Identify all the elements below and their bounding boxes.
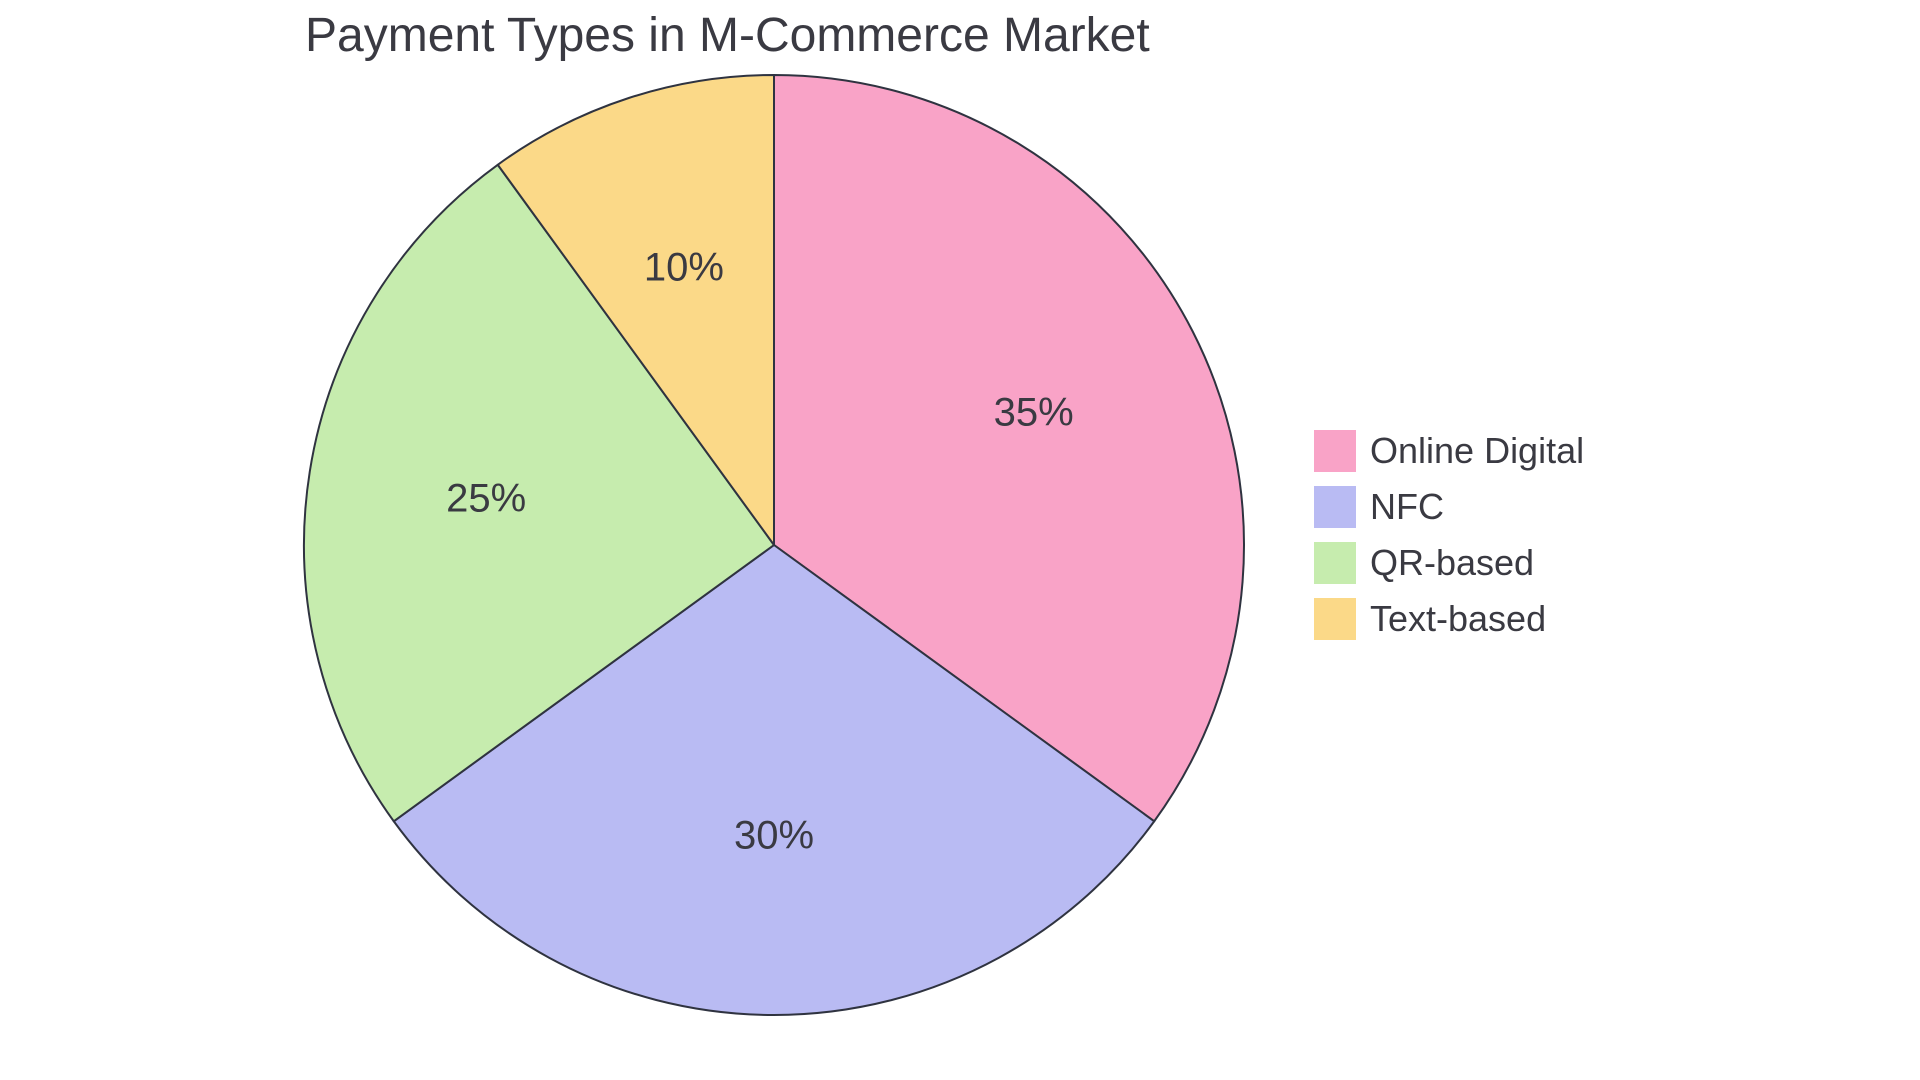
slice-percent-label: 25%: [446, 477, 526, 522]
legend-label: Text-based: [1370, 598, 1546, 640]
chart-title: Payment Types in M-Commerce Market: [305, 8, 1150, 63]
legend-label: Online Digital: [1370, 430, 1584, 472]
legend-item: QR-based: [1314, 542, 1584, 584]
legend-swatch: [1314, 430, 1356, 472]
legend-item: Online Digital: [1314, 430, 1584, 472]
legend-label: QR-based: [1370, 542, 1534, 584]
slice-percent-label: 30%: [734, 814, 814, 859]
legend-label: NFC: [1370, 486, 1444, 528]
pie-svg: [300, 71, 1248, 1019]
legend-swatch: [1314, 542, 1356, 584]
legend-swatch: [1314, 598, 1356, 640]
slice-percent-label: 35%: [994, 390, 1074, 435]
legend-item: NFC: [1314, 486, 1584, 528]
pie-chart: 35% 30% 25% 10%: [300, 71, 1248, 1019]
chart-stage: Payment Types in M-Commerce Market 35% 30…: [0, 0, 1920, 1080]
legend: Online Digital NFC QR-based Text-based: [1314, 430, 1584, 640]
slice-percent-label: 10%: [644, 245, 724, 290]
legend-item: Text-based: [1314, 598, 1584, 640]
legend-swatch: [1314, 486, 1356, 528]
